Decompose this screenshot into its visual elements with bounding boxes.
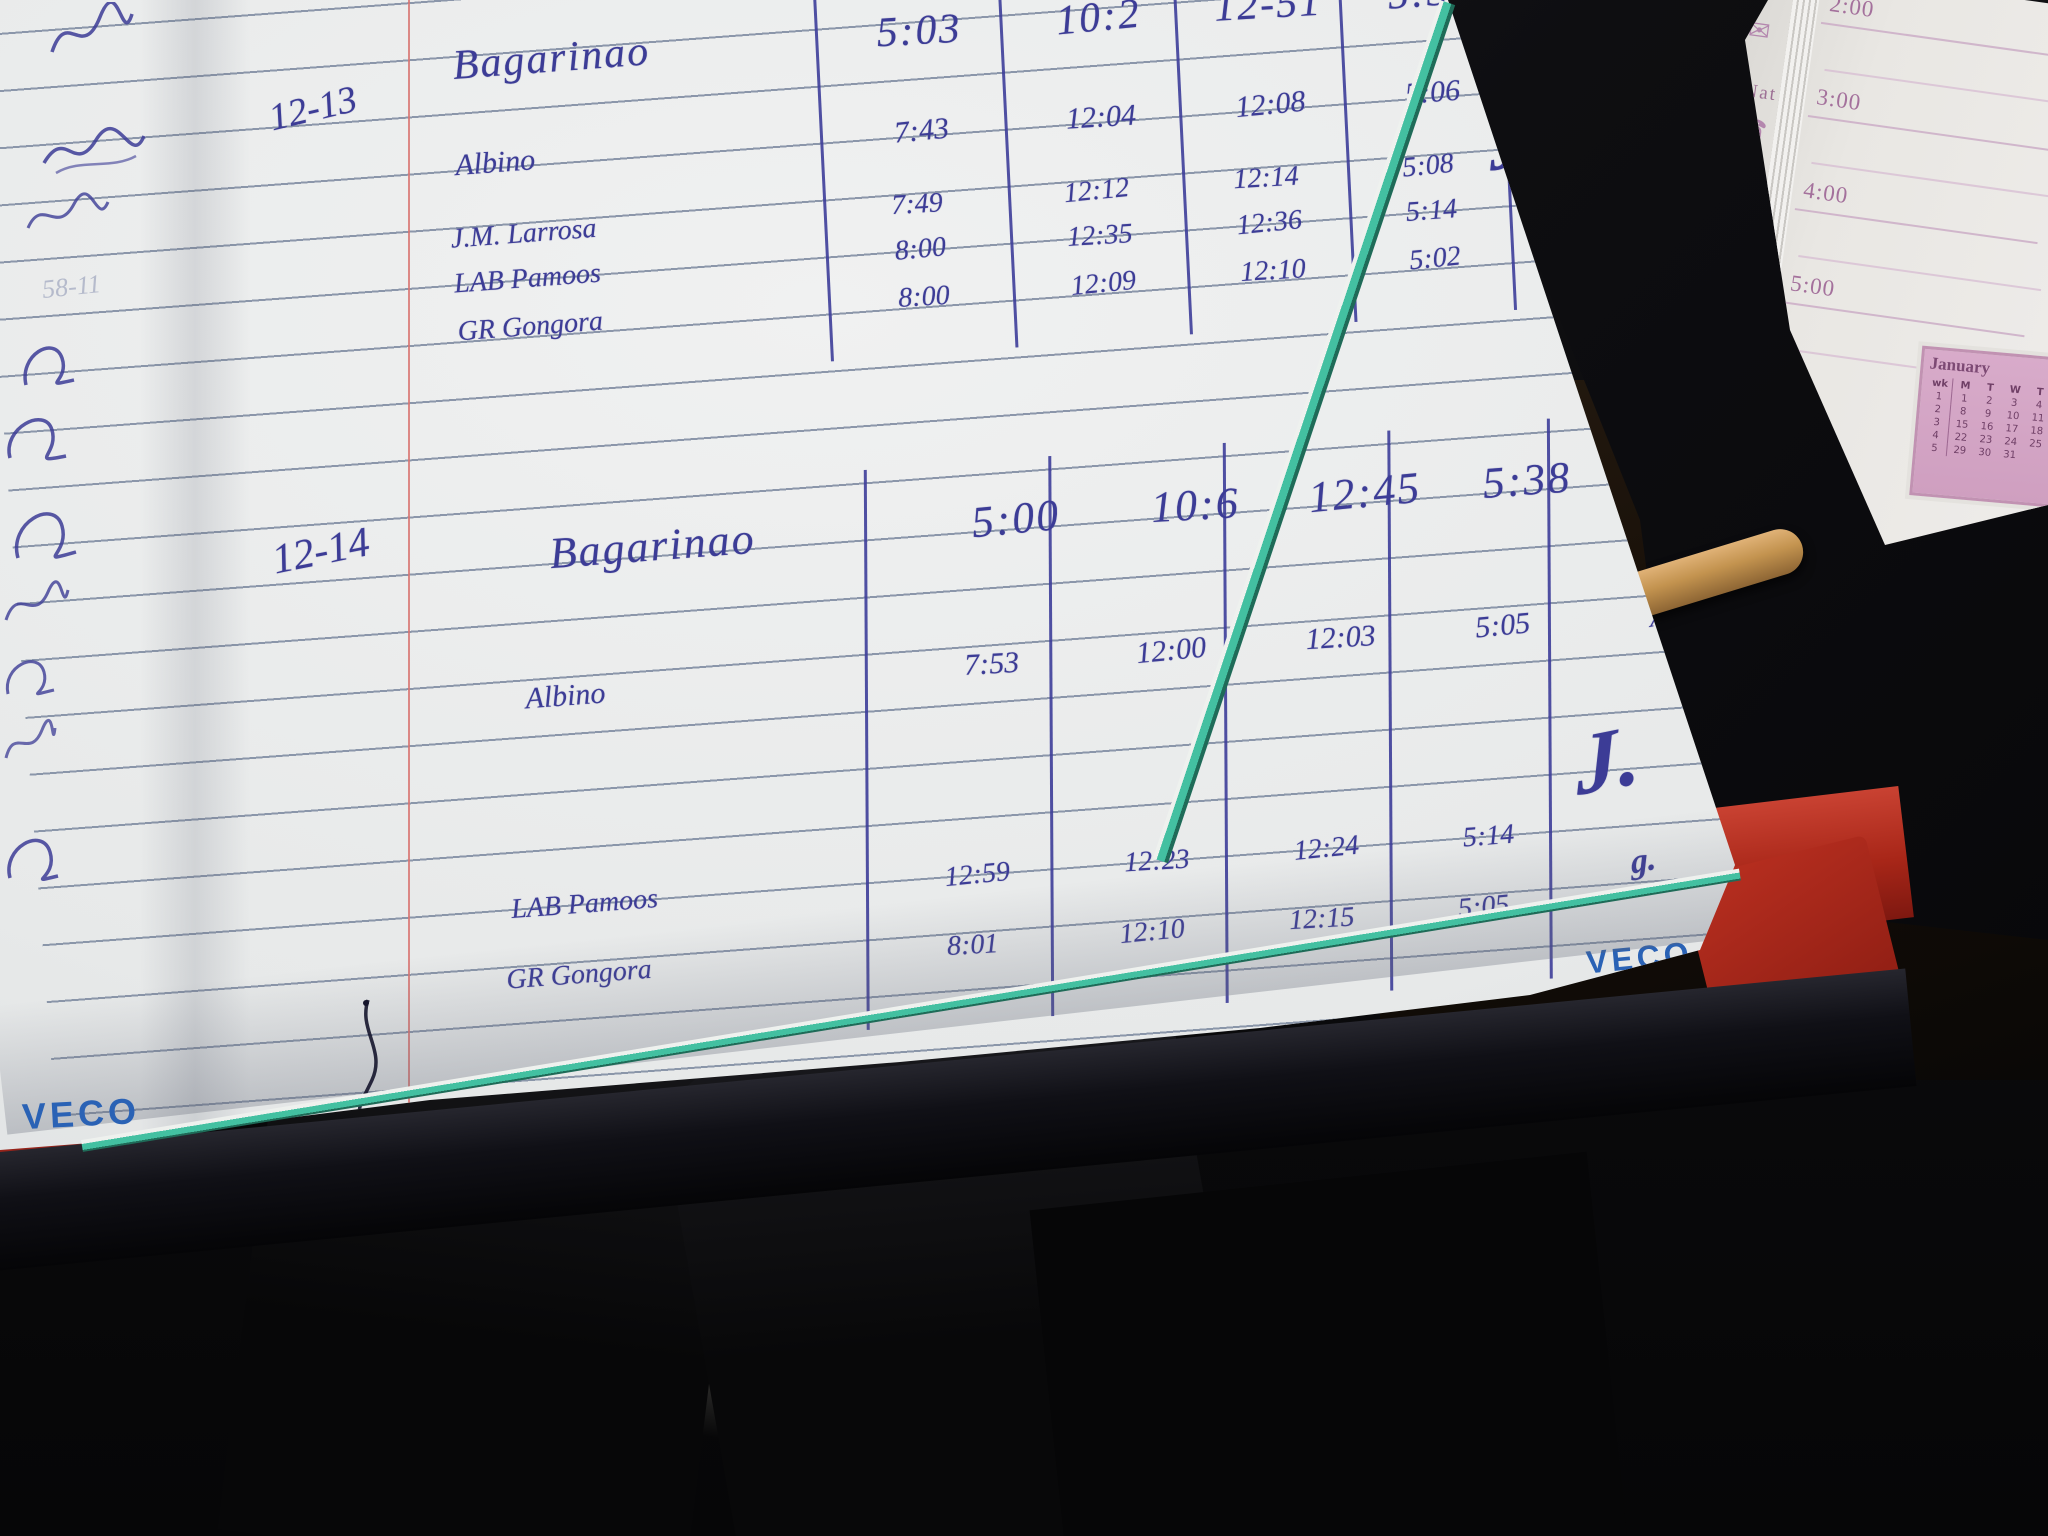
ink-scribble: [23, 346, 75, 386]
date-label: 12-14: [268, 519, 374, 584]
time-out-am: 10:2: [1053, 0, 1143, 44]
ink-scribble: [7, 418, 67, 461]
time-out-pm: 5:38: [1480, 451, 1573, 508]
time-in-am: 7:53: [963, 645, 1021, 682]
time-in-am: 7:49: [890, 186, 944, 221]
ink-scribble: [42, 126, 146, 175]
employee-name: Albino: [524, 676, 607, 716]
time-in-pm: 12:45: [1306, 462, 1424, 522]
employee-name: Bagarinao: [451, 27, 652, 89]
calendar-day-cell: 5: [1921, 441, 1948, 457]
time-out-pm: 5:05: [1473, 606, 1532, 645]
time-in-pm: 12:08: [1234, 84, 1307, 125]
employee-name: GR Gongora: [456, 305, 604, 348]
time-in-am: 8:00: [897, 279, 951, 314]
time-slot-label: 4:00: [1801, 177, 1850, 209]
ink-scribble: [5, 660, 55, 696]
calendar-grid: wkMTWTF112345289101112315161718194222324…: [1921, 376, 2048, 467]
signature: J.: [1572, 704, 1642, 815]
time-out-pm: 5:08: [1400, 147, 1456, 184]
time-in-am: 5:03: [875, 5, 963, 56]
margin-rule: [408, 0, 410, 1145]
time-slot-label: 3:00: [1815, 84, 1863, 116]
calendar-day-cell: 29: [1952, 444, 1967, 457]
employee-name: Albino: [454, 143, 537, 183]
time-in-am: 7:43: [892, 111, 951, 150]
page-crease: [140, 0, 250, 1150]
ink-scribble: [4, 580, 70, 621]
time-out-am: 12:04: [1065, 98, 1137, 136]
ink-scribble: [14, 512, 77, 559]
time-in-pm: 12:10: [1239, 253, 1307, 288]
time-in-pm: 12-51: [1212, 0, 1324, 31]
time-out-pm: 5:02: [1407, 240, 1463, 277]
time-in-am: 5:00: [969, 489, 1063, 547]
time-out-am: 12:09: [1069, 264, 1138, 302]
ghost-writing: 58-11: [40, 269, 103, 304]
brand-print: VECO: [20, 1089, 141, 1138]
time-in-am: 8:00: [893, 231, 948, 267]
employee-name: Bagarinao: [547, 513, 758, 578]
planner-time-slot: 3:00: [1807, 84, 2048, 199]
time-slot-label: 5:00: [1788, 270, 1837, 302]
ink-scribble: [4, 719, 57, 759]
calendar-day-cell: [2021, 450, 2047, 465]
time-in-pm: 12:14: [1232, 160, 1300, 195]
planner-time-slot: 4:00: [1794, 177, 2048, 292]
time-slot-label: 2:00: [1828, 0, 1877, 23]
time-out-am: 12:35: [1066, 218, 1134, 253]
planner-time-slot: 5:00: [1781, 270, 2040, 385]
time-out-am: 10:6: [1149, 477, 1241, 532]
ink-scribble: [7, 838, 59, 882]
planner-time-slot: 2:00: [1820, 0, 2048, 105]
ink-scribble: [26, 192, 110, 229]
chair-silhouette: [1029, 1151, 1631, 1536]
calendar-day-cell: 31: [2002, 449, 2017, 462]
table-row: Albino 7:53 12:00 12:03 5:05 Atash: [469, 589, 1735, 721]
mini-calendar: January wkMTWTF1123452891011123151617181…: [1909, 345, 2048, 510]
time-out-am: 12:12: [1062, 171, 1131, 209]
ink-scribble: [50, 2, 134, 53]
date-label: 12-13: [264, 78, 361, 140]
time-in-pm: 12:03: [1304, 619, 1377, 657]
calendar-day-cell: 30: [1977, 446, 1992, 460]
time-in-pm: 12:36: [1235, 204, 1304, 242]
